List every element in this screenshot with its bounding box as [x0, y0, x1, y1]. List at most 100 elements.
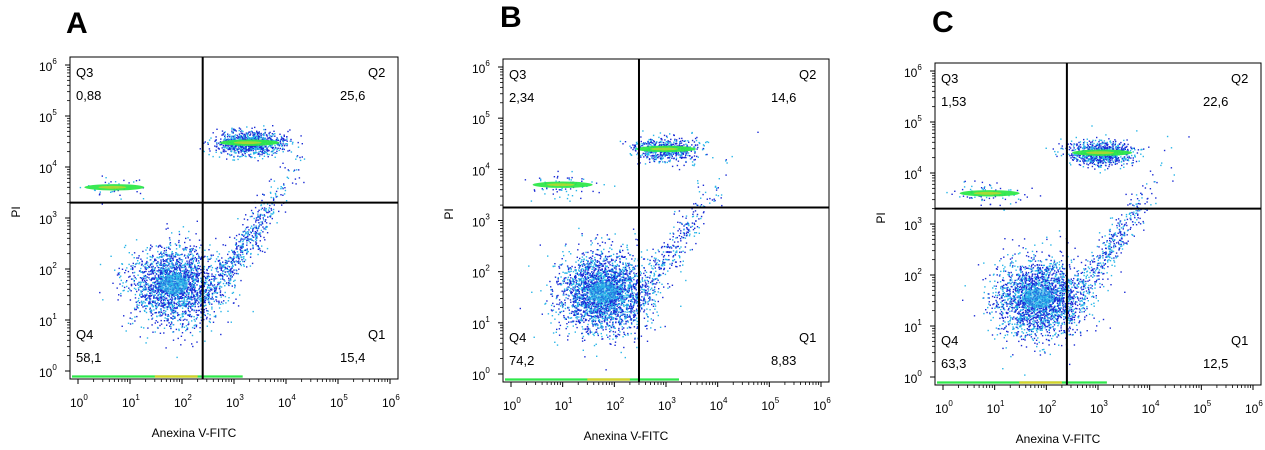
event-dot — [215, 237, 217, 240]
event-dot — [149, 299, 151, 301]
event-dot — [191, 302, 194, 305]
event-dot — [134, 297, 137, 299]
event-dot — [570, 312, 573, 314]
event-dot — [574, 289, 576, 291]
event-dot — [172, 258, 174, 260]
event-dot — [178, 261, 181, 264]
event-dot — [249, 147, 252, 149]
event-dot — [633, 274, 636, 276]
event-dot — [114, 190, 116, 192]
event-dot — [154, 267, 156, 269]
event-dot — [157, 274, 160, 276]
event-dot — [589, 285, 591, 288]
event-dot — [174, 256, 177, 258]
event-dot — [191, 249, 194, 251]
event-dot — [131, 318, 133, 320]
event-dot — [232, 251, 234, 253]
event-dot — [621, 300, 623, 302]
event-dot — [152, 281, 154, 284]
event-dot — [197, 262, 199, 264]
event-dot — [248, 155, 251, 157]
event-dot — [243, 218, 246, 220]
event-dot — [183, 305, 185, 307]
event-dot — [194, 304, 196, 306]
event-dot — [125, 330, 127, 332]
event-dot — [183, 274, 185, 277]
event-dot — [158, 269, 160, 271]
event-dot — [654, 308, 656, 310]
event-dot — [279, 147, 281, 150]
event-dot — [218, 259, 221, 262]
event-dot — [165, 306, 168, 308]
event-dot — [539, 244, 541, 246]
event-dot — [574, 288, 576, 290]
event-dot — [615, 259, 617, 261]
event-dot — [180, 300, 182, 302]
event-dot — [643, 272, 645, 275]
event-dot — [578, 269, 580, 271]
event-dot — [143, 289, 145, 291]
event-dot — [192, 260, 194, 262]
event-dot — [180, 270, 182, 272]
event-dot — [556, 328, 558, 331]
event-dot — [149, 264, 152, 266]
event-dot — [186, 269, 188, 271]
event-dot — [268, 207, 270, 209]
event-dot — [117, 299, 119, 301]
event-dot — [572, 290, 575, 292]
event-dot — [210, 137, 212, 139]
event-dot — [200, 304, 202, 306]
event-dot — [197, 314, 199, 316]
event-dot — [178, 266, 180, 268]
event-dot — [168, 295, 170, 297]
event-dot — [178, 298, 180, 300]
event-dot — [589, 328, 591, 330]
event-dot — [168, 264, 170, 266]
event-dot — [243, 146, 245, 148]
event-dot — [198, 262, 200, 264]
event-dot — [252, 227, 255, 230]
event-dot — [203, 142, 205, 144]
event-dot — [257, 135, 259, 137]
event-dot — [195, 274, 198, 276]
event-dot — [127, 270, 130, 273]
event-dot — [261, 150, 263, 153]
event-dot — [197, 254, 200, 256]
event-dot — [114, 269, 116, 271]
event-dot — [162, 306, 164, 308]
event-dot — [615, 287, 617, 289]
event-dot — [141, 293, 143, 295]
event-dot — [224, 266, 226, 268]
event-dot — [214, 274, 217, 276]
event-dot — [200, 271, 202, 274]
event-dot — [166, 274, 169, 276]
event-dot — [158, 293, 160, 296]
y-axis-title: PI — [9, 206, 23, 217]
event-dot — [260, 148, 262, 150]
event-dot — [171, 270, 173, 273]
event-dot — [144, 296, 146, 299]
event-dot — [219, 141, 222, 143]
event-dot — [597, 305, 600, 308]
event-dot — [199, 331, 201, 333]
event-dot — [220, 269, 222, 271]
event-dot — [197, 280, 199, 282]
event-dot — [155, 287, 157, 289]
event-dot — [623, 346, 625, 349]
event-dot — [246, 132, 249, 134]
event-dot — [261, 250, 264, 253]
event-dot — [159, 281, 161, 283]
event-dot — [274, 152, 276, 154]
event-dot — [232, 265, 234, 268]
event-dot — [179, 293, 181, 295]
event-dot — [235, 152, 237, 154]
event-dot — [157, 278, 159, 280]
event-dot — [183, 276, 185, 278]
event-dot — [244, 152, 246, 155]
event-dot — [604, 276, 606, 278]
event-dot — [168, 304, 170, 306]
event-dot — [285, 139, 287, 141]
event-dot — [259, 250, 262, 252]
event-dot — [226, 145, 228, 147]
event-dot — [582, 328, 584, 330]
